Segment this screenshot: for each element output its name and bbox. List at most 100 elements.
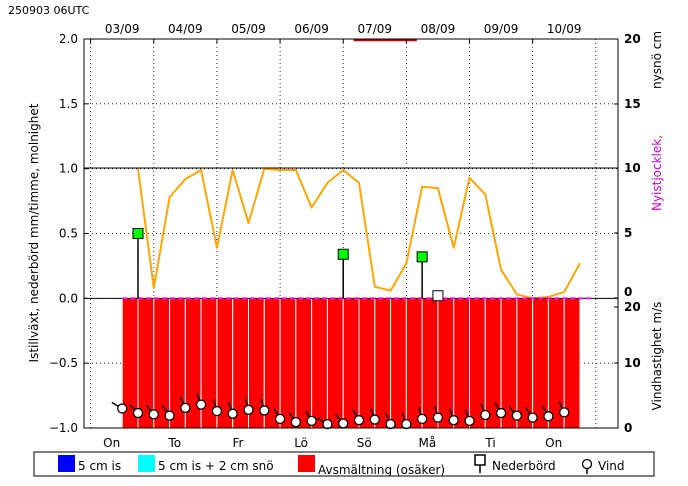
melt-bar <box>358 297 376 429</box>
day-label: Må <box>419 436 437 450</box>
legend-precip-icon <box>474 454 486 466</box>
wind-marker <box>306 415 317 427</box>
legend-swatch <box>138 455 155 472</box>
left-tick-label: 0.5 <box>59 227 78 241</box>
melt-bar <box>153 297 171 429</box>
right-tick-label: 10 <box>624 356 641 370</box>
right-tick-label: 20 <box>624 300 641 314</box>
wind-marker <box>195 399 207 410</box>
day-axis: On To Fr Lö Sö Må Ti On <box>103 436 562 450</box>
wind-marker <box>117 403 128 414</box>
wind-marker <box>211 405 223 417</box>
day-label: Fr <box>232 436 243 450</box>
legend-label: Vind <box>598 459 625 473</box>
wind-marker <box>559 407 570 418</box>
right-tick-label: 0 <box>624 285 632 299</box>
wind-marker <box>369 414 380 425</box>
day-label: Sö <box>357 436 372 450</box>
wind-marker <box>243 404 254 415</box>
right-tick-label: 15 <box>624 97 641 111</box>
precip-marker <box>337 248 349 260</box>
day-label: On <box>103 436 120 450</box>
melt-bar <box>390 297 407 429</box>
precip-marker <box>132 228 144 239</box>
wind-marker <box>527 412 538 423</box>
legend-swatch <box>298 455 315 472</box>
wind-marker <box>543 411 554 422</box>
date-label: 04/09 <box>168 22 203 36</box>
day-label: Ti <box>484 436 495 450</box>
day-label: To <box>168 436 182 450</box>
wind-marker <box>432 412 444 423</box>
y-axis-label-right-snow: nysnö cm <box>650 31 664 89</box>
run-label: 250903 06UTC <box>8 4 90 17</box>
wind-marker <box>416 413 428 425</box>
wind-marker <box>401 418 412 430</box>
legend-label: Nederbörd <box>492 459 556 473</box>
melt-bar <box>437 297 455 429</box>
wind-marker <box>464 415 475 427</box>
left-tick-label: 0.0 <box>59 291 78 305</box>
legend-label: Avsmältning (osäker) <box>318 463 445 477</box>
legend-wind-icon <box>581 458 593 470</box>
left-tick-label: −1.0 <box>49 421 78 435</box>
date-label: 07/09 <box>357 22 392 36</box>
left-tick-label: 1.0 <box>59 162 78 176</box>
wind-marker <box>180 402 191 414</box>
wind-marker <box>353 415 365 426</box>
legend: 5 cm is 5 cm is + 2 cm snö Avsmältning (os… <box>33 451 655 477</box>
y-axis-label-left: Istillväxt, nederbörd mm/timme, molnighe… <box>27 103 41 362</box>
cloudiness-series <box>137 167 581 300</box>
y-axis-label-right-wind: Vindhastighet m/s <box>650 302 664 411</box>
wind-marker <box>495 407 507 419</box>
legend-box <box>33 451 655 477</box>
right-tick-label: 0 <box>624 421 632 435</box>
melt-bar <box>279 297 297 429</box>
date-label: 03/09 <box>105 22 140 36</box>
y-axis-label-right-ice: Nyistjocklek, <box>650 135 664 211</box>
day-label: Lö <box>294 436 308 450</box>
wind-marker <box>322 418 333 430</box>
wind-symbols <box>111 393 570 430</box>
right-tick-label: 10 <box>624 161 641 175</box>
right-tick-label: 20 <box>624 32 641 46</box>
wind-marker <box>385 418 396 430</box>
wind-marker <box>338 418 349 429</box>
melt-bar <box>311 297 328 429</box>
legend-label: 5 cm is + 2 cm snö <box>158 459 274 473</box>
cloudiness-line <box>137 167 581 300</box>
precip-marker <box>432 290 444 302</box>
date-axis: 03/09 04/09 05/09 06/09 07/09 08/09 09/09 10/09 <box>90 22 582 43</box>
date-label: 08/09 <box>421 22 456 36</box>
melt-bar <box>532 297 549 429</box>
left-y-axis: 2.0 1.5 1.0 0.5 0.0 −0.5 −1.0 <box>49 32 88 435</box>
melt-bar <box>516 297 534 429</box>
wind-marker <box>132 407 144 419</box>
left-tick-label: −0.5 <box>49 356 78 370</box>
melt-bar <box>326 297 344 429</box>
wind-marker <box>290 416 302 428</box>
right-tick-label: 5 <box>624 226 632 240</box>
melt-bar <box>295 297 313 429</box>
date-label: 09/09 <box>484 22 519 36</box>
day-label: On <box>545 436 562 450</box>
date-label: 06/09 <box>294 22 329 36</box>
left-tick-label: 1.5 <box>59 97 78 111</box>
melt-bar <box>342 297 360 429</box>
date-label: 05/09 <box>231 22 266 36</box>
melt-bar <box>453 297 471 429</box>
wind-marker <box>480 409 491 421</box>
legend-swatch <box>58 455 75 472</box>
zero-lines <box>84 38 618 300</box>
wind-marker <box>448 415 459 426</box>
wind-marker <box>259 405 270 416</box>
precipitation-stems <box>132 228 444 302</box>
wind-marker <box>511 410 523 421</box>
precip-marker <box>416 251 428 263</box>
date-label: 10/09 <box>547 22 582 36</box>
wind-marker <box>148 409 159 420</box>
legend-label: 5 cm is <box>78 459 121 473</box>
wind-marker <box>274 413 286 425</box>
